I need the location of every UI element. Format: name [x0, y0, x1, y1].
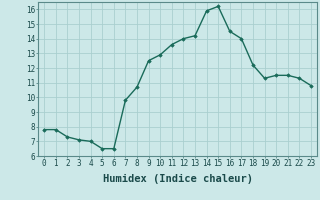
- X-axis label: Humidex (Indice chaleur): Humidex (Indice chaleur): [103, 174, 252, 184]
